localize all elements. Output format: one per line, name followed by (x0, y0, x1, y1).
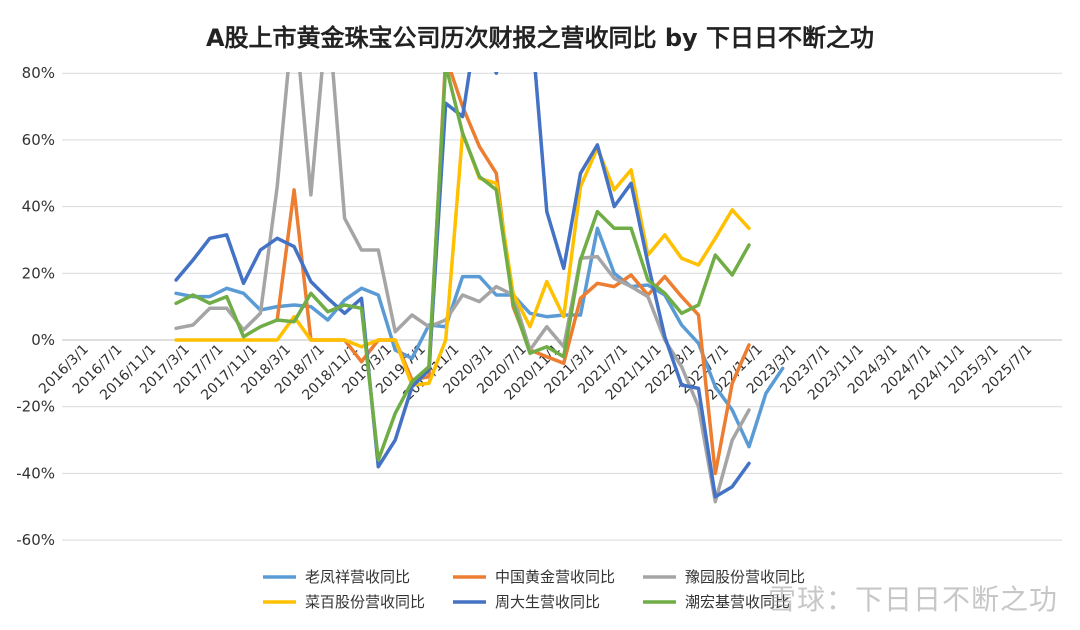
y-tick-label: 40% (22, 198, 55, 216)
y-tick-label: -20% (16, 398, 55, 416)
y-tick-label: 80% (22, 64, 55, 82)
y-tick-label: 20% (22, 264, 55, 282)
y-axis-ticks: 80% 60% 40% 20% 0% -20% -40% -60% (16, 64, 55, 549)
legend-label: 中国黄金营收同比 (495, 568, 615, 586)
legend-label: 老凤祥营收同比 (305, 568, 410, 586)
chart-title: A股上市黄金珠宝公司历次财报之营收同比 by 下日日不断之功 (205, 24, 875, 52)
gridlines (62, 72, 1062, 541)
series-lines (174, 72, 785, 504)
series-line-3 (174, 72, 751, 504)
legend-label: 菜百股份营收同比 (305, 593, 425, 611)
series-line-5 (174, 72, 751, 499)
legend-label: 潮宏基营收同比 (685, 593, 790, 611)
series-line-2 (275, 72, 751, 476)
legend-label: 周大生营收同比 (495, 593, 600, 611)
y-tick-label: 60% (22, 131, 55, 149)
series-line-4 (174, 131, 751, 387)
y-tick-label: -40% (16, 464, 55, 482)
watermark: 雪球：下日日不断之功 (768, 583, 1059, 616)
legend-label: 豫园股份营收同比 (685, 568, 805, 586)
y-tick-label: 0% (31, 331, 55, 349)
y-tick-label: -60% (16, 531, 55, 549)
series-line-6 (174, 72, 751, 462)
